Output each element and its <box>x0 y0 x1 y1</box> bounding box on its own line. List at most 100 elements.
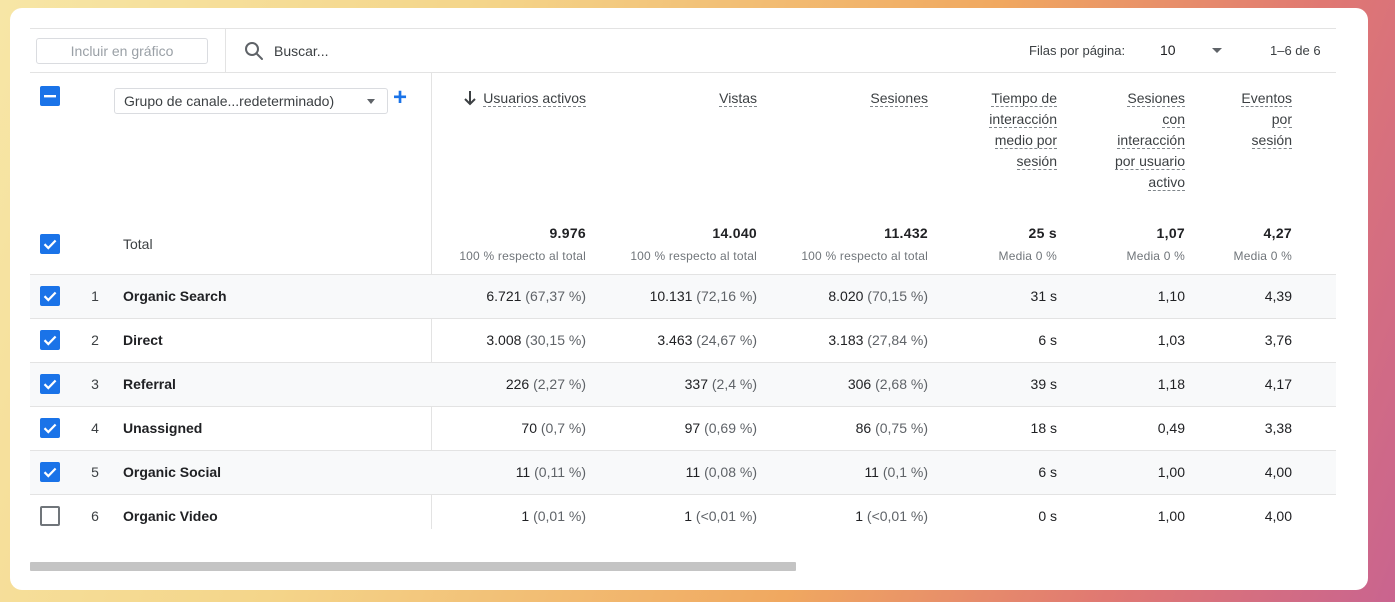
row-index: 5 <box>91 464 99 480</box>
metric-cell: 4,00 <box>1264 464 1292 480</box>
channel-name[interactable]: Organic Search <box>123 288 227 304</box>
checkmark-icon <box>43 423 57 434</box>
column-header-text: Usuarios activos <box>483 90 586 107</box>
toolbar-divider <box>225 29 226 73</box>
metric-percentage: (24,67 %) <box>696 332 757 348</box>
column-header-3[interactable]: Sesiones <box>778 88 928 109</box>
metric-percentage: (27,84 %) <box>867 332 928 348</box>
metric-percentage: (<0,01 %) <box>695 508 757 524</box>
total-value: 14.040 <box>712 225 757 241</box>
channel-name[interactable]: Referral <box>123 376 176 392</box>
column-header-text: Sesiones <box>870 90 928 107</box>
channel-name[interactable]: Unassigned <box>123 420 203 436</box>
row-checkbox[interactable] <box>40 330 60 350</box>
metric-cell: 1 (<0,01 %) <box>587 508 757 524</box>
metric-cell: 306 (2,68 %) <box>758 376 928 392</box>
caret-down-icon <box>367 99 375 104</box>
row-checkbox[interactable] <box>40 506 60 526</box>
rows-per-page-select[interactable]: 10 <box>1160 42 1176 58</box>
include-in-chart-button[interactable]: Incluir en gráfico <box>36 38 208 64</box>
metric-value: 3.183 <box>828 332 864 348</box>
column-header-text: por <box>1271 111 1292 128</box>
total-subtext: Media 0 % <box>998 249 1057 263</box>
table-row[interactable]: 4 Unassigned 70 (0,7 %) 97 (0,69 %) 86 (0,75… <box>30 406 1336 450</box>
metric-cell: 4,39 <box>1264 288 1292 304</box>
column-header-text: con <box>1162 111 1185 128</box>
checkmark-icon <box>43 335 57 346</box>
totals-checkbox[interactable] <box>40 234 60 254</box>
total-subtext: 100 % respecto al total <box>459 249 586 263</box>
metric-value: 1 <box>855 508 864 524</box>
row-checkbox[interactable] <box>40 418 60 438</box>
metric-percentage: (0,11 %) <box>534 464 586 480</box>
horizontal-scrollbar[interactable] <box>30 562 796 571</box>
column-header-5[interactable]: Sesiones con interacción por usuario activo <box>1065 88 1185 193</box>
add-dimension-button[interactable]: + <box>393 84 408 111</box>
metric-cell: 3.008 (30,15 %) <box>416 332 586 348</box>
total-value: 9.976 <box>549 225 586 241</box>
metric-percentage: (2,27 %) <box>533 376 586 392</box>
metric-cell: 1 (<0,01 %) <box>758 508 928 524</box>
metric-cell: 1 (0,01 %) <box>416 508 586 524</box>
metric-value: 6.721 <box>486 288 522 304</box>
metric-cell: 4,00 <box>1264 508 1292 524</box>
dimension-selector-label: Grupo de canale...redeterminado) <box>124 93 335 109</box>
table-row[interactable]: 6 Organic Video 1 (0,01 %) 1 (<0,01 %) 1 (<0… <box>30 494 1336 538</box>
total-value: 4,27 <box>1263 225 1292 241</box>
table-row[interactable]: 2 Direct 3.008 (30,15 %) 3.463 (24,67 %) 3.1… <box>30 318 1336 362</box>
metric-cell: 8.020 (70,15 %) <box>758 288 928 304</box>
channel-name[interactable]: Organic Video <box>123 508 218 524</box>
totals-label: Total <box>123 236 153 252</box>
metric-cell: 97 (0,69 %) <box>587 420 757 436</box>
column-header-2[interactable]: Vistas <box>607 88 757 109</box>
data-table: Grupo de canale...redeterminado) + Usuar… <box>30 73 1336 529</box>
metric-value: 10.131 <box>649 288 693 304</box>
column-header-1[interactable]: Usuarios activos <box>416 88 586 109</box>
search-input[interactable] <box>274 40 474 62</box>
metric-value: 8.020 <box>828 288 864 304</box>
search-icon[interactable] <box>244 41 264 61</box>
channel-name[interactable]: Direct <box>123 332 163 348</box>
dimension-selector[interactable]: Grupo de canale...redeterminado) <box>114 88 388 114</box>
column-header-text: activo <box>1148 174 1185 191</box>
column-header-4[interactable]: Tiempo de interacción medio por sesión <box>937 88 1057 172</box>
row-index: 3 <box>91 376 99 392</box>
sort-descending-icon[interactable] <box>463 90 477 106</box>
metric-percentage: (30,15 %) <box>525 332 586 348</box>
metric-percentage: (67,37 %) <box>525 288 586 304</box>
metric-cell: 4,17 <box>1264 376 1292 392</box>
column-header-text: Tiempo de <box>991 90 1057 107</box>
column-header-6[interactable]: Eventos por sesión <box>1182 88 1292 151</box>
column-header-text: sesión <box>1016 153 1057 170</box>
row-index: 1 <box>91 288 99 304</box>
metric-percentage: (0,08 %) <box>704 464 757 480</box>
metric-value: 11 <box>685 464 701 480</box>
metric-cell: 1,18 <box>1157 376 1185 392</box>
table-row[interactable]: 1 Organic Search 6.721 (67,37 %) 10.131 (72… <box>30 274 1336 318</box>
metric-cell: 1,00 <box>1157 464 1185 480</box>
row-checkbox[interactable] <box>40 286 60 306</box>
metric-cell: 0,49 <box>1157 420 1185 436</box>
total-subtext: Media 0 % <box>1126 249 1185 263</box>
metric-value: 11 <box>864 464 879 480</box>
row-checkbox[interactable] <box>40 374 60 394</box>
metric-percentage: (2,4 %) <box>711 376 757 392</box>
table-row[interactable]: 3 Referral 226 (2,27 %) 337 (2,4 %) 306 (2,6… <box>30 362 1336 406</box>
select-all-checkbox[interactable] <box>40 86 60 106</box>
chevron-down-icon[interactable] <box>1212 48 1222 53</box>
metric-value: 1 <box>684 508 693 524</box>
metric-cell: 1,00 <box>1157 508 1185 524</box>
metric-value: 97 <box>684 420 701 436</box>
metric-value: 11 <box>515 464 531 480</box>
row-checkbox[interactable] <box>40 462 60 482</box>
checkmark-icon <box>43 379 57 390</box>
metric-value: 226 <box>505 376 530 392</box>
metric-cell: 226 (2,27 %) <box>416 376 586 392</box>
metric-percentage: (0,1 %) <box>882 464 928 480</box>
table-toolbar: Incluir en gráfico Filas por página: 10 … <box>30 28 1336 73</box>
metric-cell: 0 s <box>1038 508 1057 524</box>
channel-name[interactable]: Organic Social <box>123 464 222 480</box>
metric-cell: 6.721 (67,37 %) <box>416 288 586 304</box>
metric-percentage: (70,15 %) <box>867 288 928 304</box>
table-row[interactable]: 5 Organic Social 11 (0,11 %) 11 (0,08 %) 11 … <box>30 450 1336 494</box>
